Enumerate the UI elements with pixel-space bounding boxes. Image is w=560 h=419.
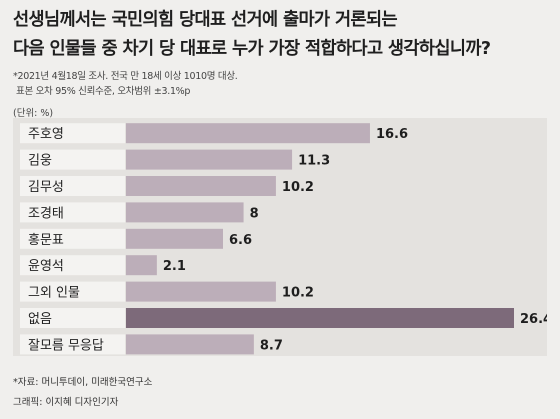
category-label-box <box>20 255 125 276</box>
category-label-box <box>20 228 125 249</box>
value-label: 26.4 <box>520 312 547 327</box>
chart-title-line-2: 다음 인물들 중 차기 당 대표로 누가 가장 적합하다고 생각하십니까? <box>13 39 491 59</box>
category-label: 김웅 <box>28 154 52 169</box>
category-label: 잘모름 무응답 <box>28 338 104 353</box>
bar-chart: 주호영 16.6 김웅 11.3 김무성 10.2 조경태 8 홍문표 6.6 윤영석 2.1 그외 인… <box>20 123 547 355</box>
source-note: *자료: 머니투데이, 미래한국연구소 <box>13 377 153 388</box>
bar <box>126 228 223 249</box>
value-label: 16.6 <box>376 127 408 142</box>
category-label: 김무성 <box>28 180 64 195</box>
bar <box>126 176 276 196</box>
value-label: 6.6 <box>229 233 252 248</box>
value-label: 10.2 <box>282 180 314 195</box>
survey-note-line-1: *2021년 4월18일 조사. 전국 만 18세 이상 1010명 대상. <box>13 71 238 82</box>
graphic-credit: 그래픽: 이지혜 디자인기자 <box>13 397 119 408</box>
survey-note-line-2: 표본 오차 95% 신뢰수준, 오차범위 ±3.1%p <box>16 86 191 97</box>
category-label-box <box>20 149 125 170</box>
bar <box>126 123 370 144</box>
category-label-box <box>20 308 125 328</box>
value-label: 8.7 <box>260 338 283 353</box>
category-label-box <box>20 202 125 223</box>
value-label: 2.1 <box>163 259 186 274</box>
category-label: 그외 인물 <box>28 286 80 301</box>
category-label: 홍문표 <box>28 233 64 248</box>
unit-label: (단위: %) <box>13 108 54 119</box>
bar <box>126 149 293 170</box>
category-label: 조경태 <box>28 206 64 221</box>
category-label: 주호영 <box>28 127 64 142</box>
value-label: 10.2 <box>282 286 314 301</box>
chart-panel: 주호영 16.6 김웅 11.3 김무성 10.2 조경태 8 홍문표 6.6 윤영석 2.1 그외 인… <box>13 118 547 356</box>
category-label-box <box>20 176 125 196</box>
category-label-box <box>20 123 125 144</box>
value-label: 11.3 <box>298 154 330 169</box>
bar <box>126 255 157 276</box>
bar <box>126 308 514 328</box>
bar <box>126 281 276 302</box>
value-label: 8 <box>250 206 259 221</box>
chart-title-line-1: 선생님께서는 국민의힘 당대표 선거에 출마가 거론되는 <box>13 10 398 30</box>
bar <box>126 202 244 223</box>
category-label: 없음 <box>28 312 52 327</box>
category-label-box <box>20 334 125 355</box>
category-label-box <box>20 281 125 302</box>
bar <box>126 334 254 355</box>
category-label: 윤영석 <box>28 259 64 274</box>
